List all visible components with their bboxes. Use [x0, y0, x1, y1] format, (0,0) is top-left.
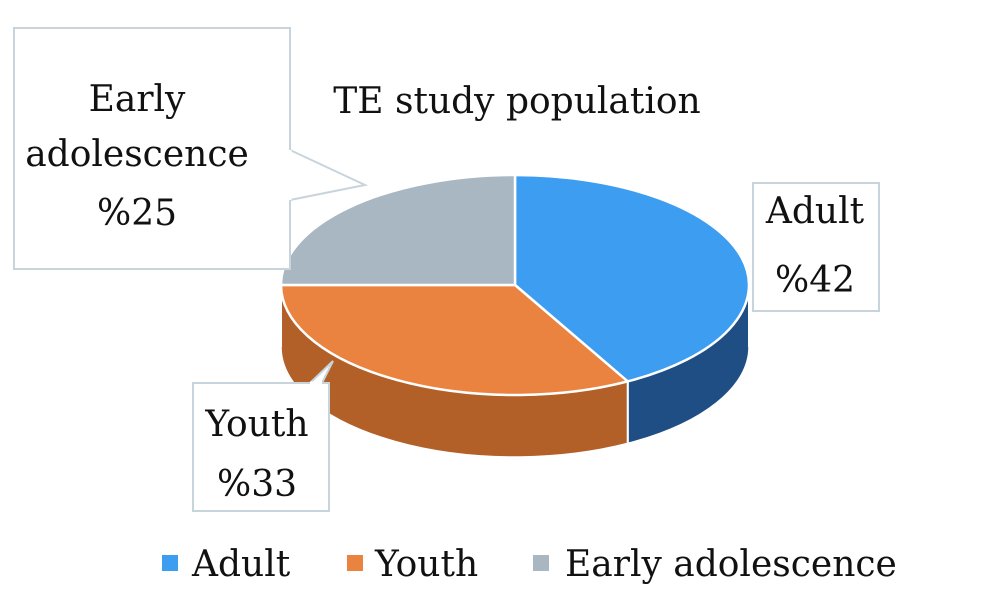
- callout-layer: Adult %42 Youth %33 Early adolescence %25: [13, 27, 880, 512]
- legend-label: Youth: [374, 544, 478, 585]
- legend-swatch: [533, 555, 549, 571]
- pie-top-layer: [279, 173, 751, 397]
- callout-box: [192, 382, 330, 512]
- callout-label-line: %42: [775, 260, 855, 301]
- callout-box: [13, 27, 291, 270]
- legend-entry-youth: Youth: [347, 544, 478, 585]
- callout-youth: Youth %33: [192, 360, 334, 512]
- callout-label-line: Adult: [765, 191, 865, 232]
- legend-label: Early adolescence: [565, 544, 897, 585]
- callout-label-line: %33: [217, 464, 297, 505]
- pie-slice-adult: [513, 173, 751, 383]
- callout-early-adolescence: Early adolescence %25: [13, 27, 369, 270]
- callout-label-line: %25: [97, 193, 177, 234]
- chart-title: TE study population: [333, 81, 700, 122]
- callout-label-line: Youth: [204, 404, 308, 445]
- callout-label-line: Early: [89, 79, 186, 120]
- callout-pointer: [289, 148, 369, 202]
- legend-entry-early-adolescence: Early adolescence: [533, 544, 897, 585]
- legend: Adult Youth Early adolescence: [162, 544, 897, 585]
- legend-swatch: [347, 555, 363, 571]
- callout-adult: Adult %42: [752, 182, 880, 312]
- pie-slice-youth: [279, 283, 629, 397]
- callout-label-line: adolescence: [25, 134, 249, 175]
- legend-label: Adult: [191, 544, 291, 585]
- callout-box: [752, 182, 880, 312]
- legend-entry-adult: Adult: [162, 544, 291, 585]
- legend-swatch: [162, 555, 178, 571]
